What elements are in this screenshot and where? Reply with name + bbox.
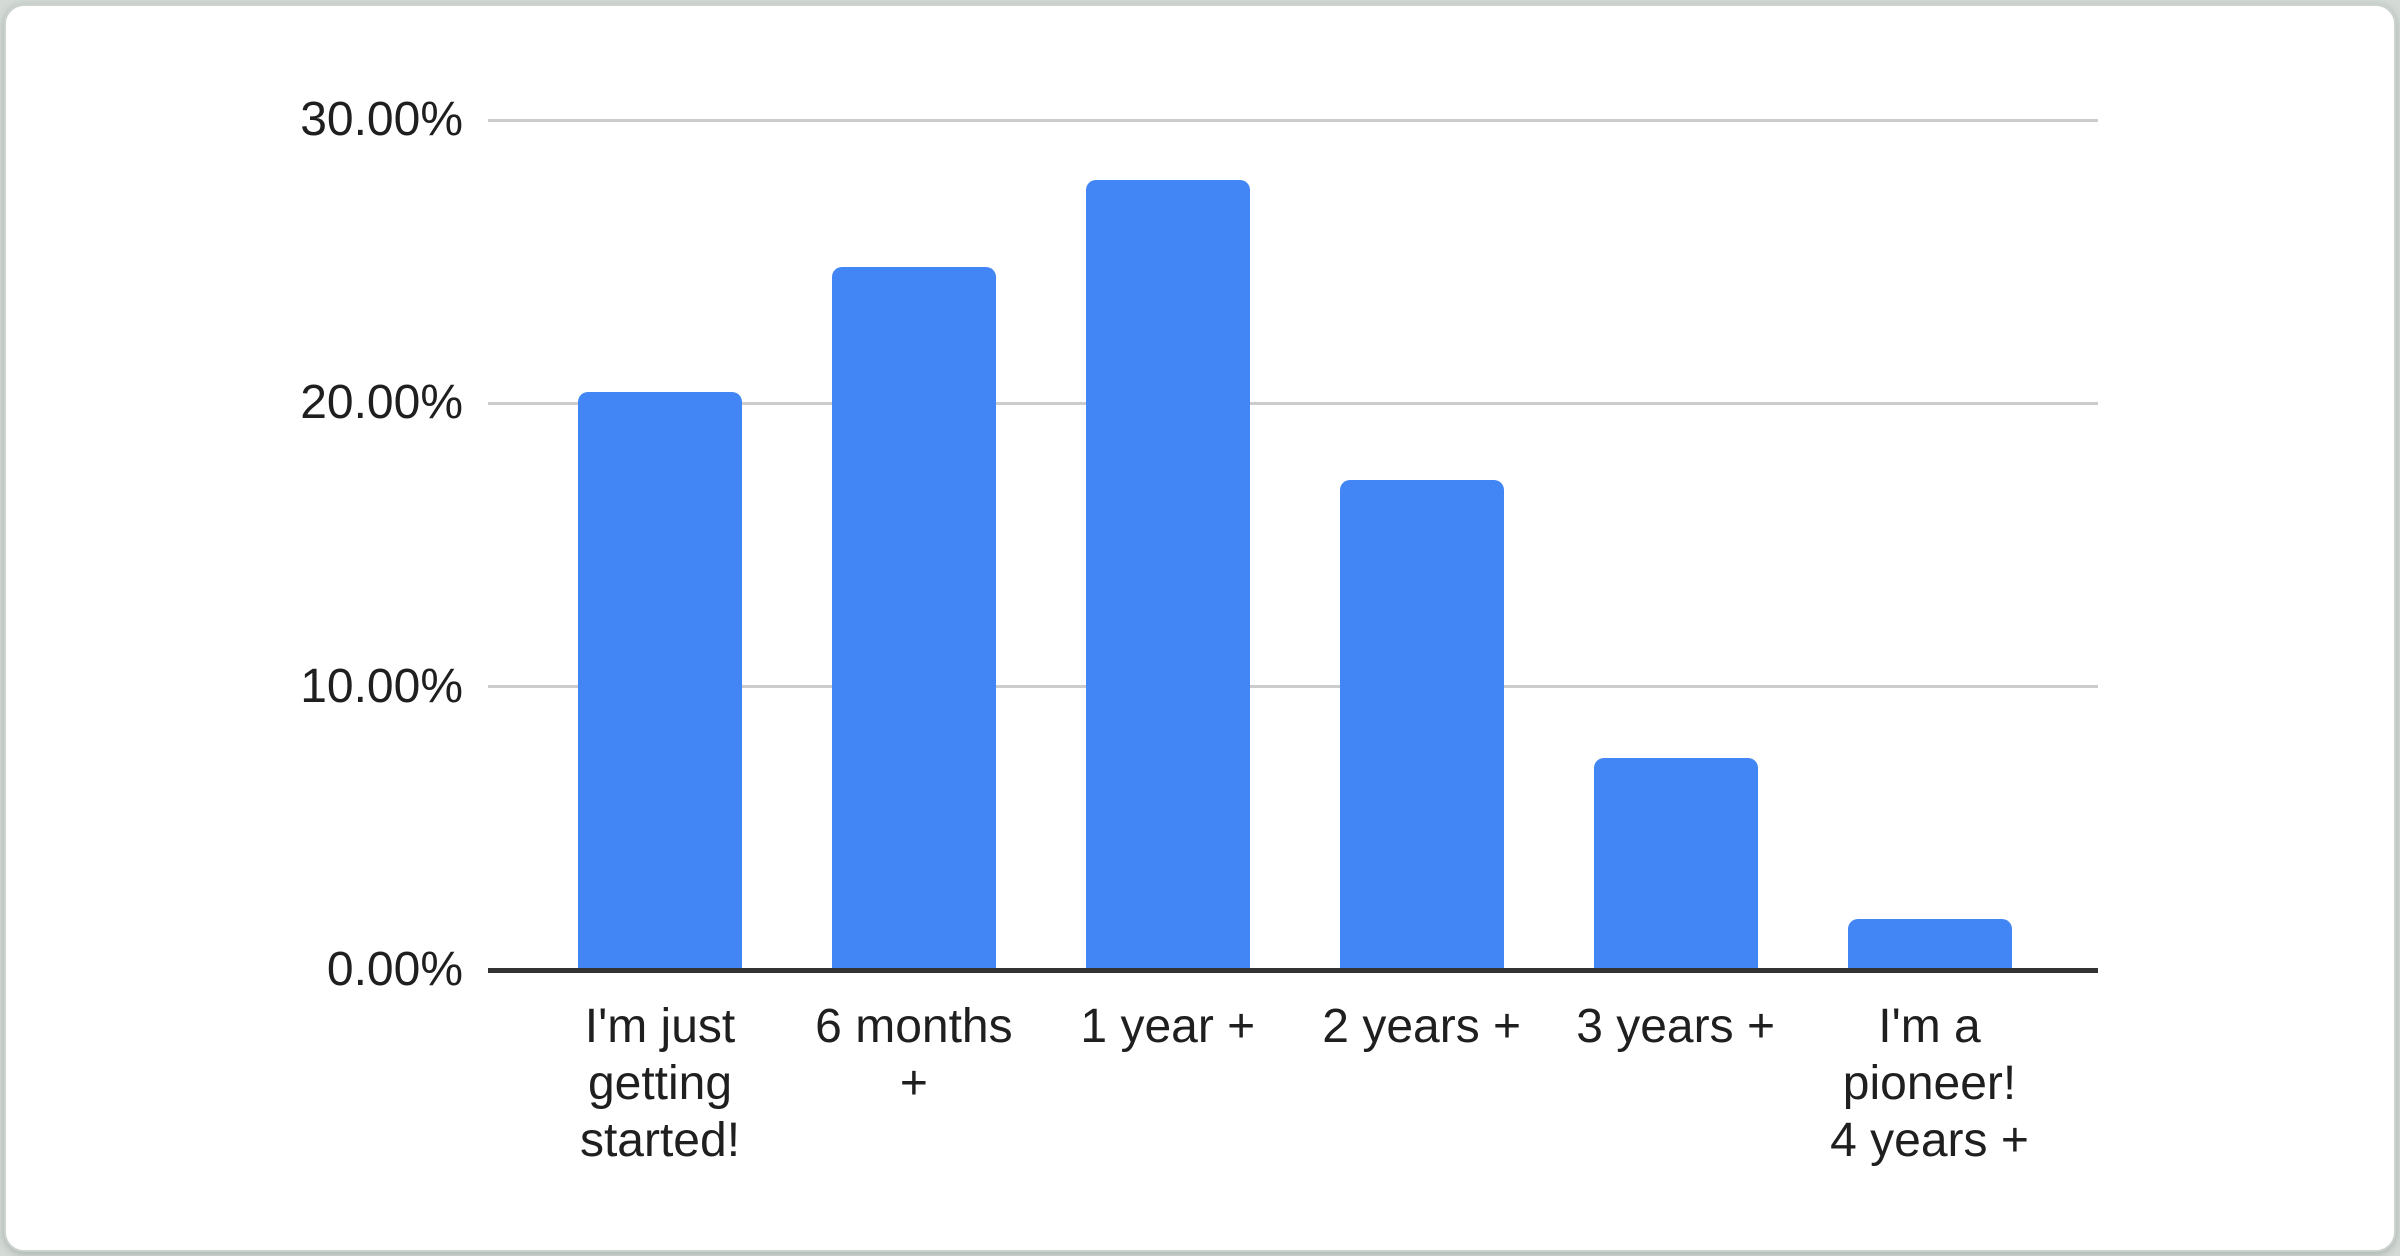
x-axis-line <box>488 968 2098 973</box>
x-axis-label-line: 1 year + <box>1080 1000 1256 1053</box>
bar-6-months[interactable] <box>831 267 996 970</box>
gridline-30pct <box>488 118 2098 122</box>
x-axis-label-line: started! <box>579 1114 741 1167</box>
x-axis-label-i-m-just-getting-started: I'm just getting started! <box>440 998 880 1169</box>
x-axis-label-i-m-a-pioneer-4-years: I'm a pioneer! 4 years + <box>1710 998 2150 1169</box>
bar-i-m-a-pioneer-4-years[interactable] <box>1847 919 2012 970</box>
y-axis-tick-label: 30.00% <box>300 93 463 146</box>
bar-i-m-just-getting-started[interactable] <box>578 392 742 970</box>
y-axis-tick-label: 10.00% <box>300 659 463 713</box>
x-axis-label-1-year: 1 year + <box>948 998 1388 1055</box>
x-axis-label-line: 2 years + <box>1322 1000 1522 1053</box>
y-axis-tick-label: 20.00% <box>300 376 463 430</box>
x-axis-label-line: + <box>899 1057 928 1110</box>
x-axis-label-line: getting <box>587 1057 733 1110</box>
x-axis-label-3-years: 3 years + <box>1456 998 1896 1055</box>
bar-1-year[interactable] <box>1085 179 1250 970</box>
gridline-20pct <box>488 401 2098 405</box>
x-axis-label-6-months: 6 months + <box>694 998 1134 1112</box>
bar-3-years[interactable] <box>1593 757 1758 970</box>
bar-2-years[interactable] <box>1339 479 1504 970</box>
y-axis-tick-label: 0.00% <box>326 943 463 996</box>
x-axis-label-line: 6 months <box>815 1000 1013 1053</box>
x-axis-label-line: 3 years + <box>1576 1000 1775 1053</box>
x-axis-label-2-years: 2 years + <box>1202 998 1642 1055</box>
x-axis-label-line: I'm a <box>1878 1000 1981 1053</box>
x-axis-label-line: pioneer! <box>1842 1057 2017 1110</box>
x-axis-label-line: I'm just <box>584 1000 736 1053</box>
gridline-10pct <box>488 685 2098 689</box>
x-axis-label-line: 4 years + <box>1830 1114 2029 1167</box>
